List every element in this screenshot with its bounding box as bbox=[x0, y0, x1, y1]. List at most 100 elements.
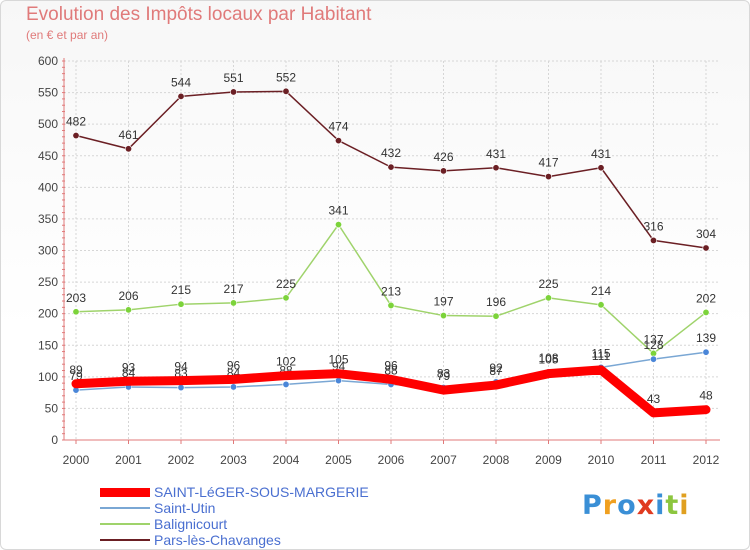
legend-label: Balignicourt bbox=[154, 516, 228, 532]
x-tick-label: 2009 bbox=[535, 453, 562, 467]
data-label: 92 bbox=[489, 361, 503, 375]
data-label: 203 bbox=[66, 291, 86, 305]
data-label: 96 bbox=[227, 358, 241, 372]
data-point bbox=[439, 312, 447, 320]
data-point bbox=[72, 308, 80, 316]
logo-letter: r bbox=[602, 490, 618, 521]
data-label: 115 bbox=[591, 346, 610, 360]
data-point bbox=[282, 380, 290, 388]
x-tick-label: 2007 bbox=[430, 453, 457, 467]
x-tick-label: 2012 bbox=[693, 453, 720, 467]
y-tick-label: 450 bbox=[38, 149, 58, 163]
data-point bbox=[124, 377, 133, 386]
data-point bbox=[597, 164, 605, 172]
data-point bbox=[72, 379, 80, 388]
data-point bbox=[229, 375, 238, 384]
data-label: 94 bbox=[174, 360, 188, 374]
x-tick-label: 2010 bbox=[588, 453, 615, 467]
data-label: 215 bbox=[171, 283, 191, 297]
data-point bbox=[492, 312, 500, 320]
data-label: 111 bbox=[592, 349, 611, 363]
x-tick-label: 2000 bbox=[63, 453, 90, 467]
data-point bbox=[282, 294, 290, 302]
legend-item: Saint-Utin bbox=[100, 500, 369, 516]
y-tick-label: 150 bbox=[38, 338, 58, 352]
legend-item: Balignicourt bbox=[100, 516, 369, 532]
data-label: 206 bbox=[118, 289, 138, 303]
data-label: 89 bbox=[69, 363, 83, 377]
data-point bbox=[702, 348, 710, 356]
data-point bbox=[544, 294, 552, 302]
data-label: 87 bbox=[489, 364, 503, 378]
data-label: 482 bbox=[66, 115, 86, 129]
data-point bbox=[230, 383, 238, 391]
x-tick-label: 2005 bbox=[325, 453, 352, 467]
y-tick-label: 550 bbox=[38, 86, 58, 100]
x-tick-label: 2001 bbox=[115, 453, 142, 467]
data-point bbox=[387, 375, 395, 384]
legend-swatch bbox=[100, 487, 150, 497]
data-label: 102 bbox=[276, 355, 296, 369]
x-tick-label: 2003 bbox=[220, 453, 247, 467]
data-label: 84 bbox=[122, 366, 136, 380]
data-point bbox=[597, 301, 605, 309]
data-point bbox=[282, 87, 290, 95]
data-label: 551 bbox=[223, 71, 243, 85]
legend-swatch bbox=[100, 507, 150, 509]
data-label: 213 bbox=[381, 284, 401, 298]
x-tick-label: 2002 bbox=[168, 453, 195, 467]
data-label: 461 bbox=[118, 128, 138, 142]
y-tick-label: 400 bbox=[38, 180, 58, 194]
data-point bbox=[439, 167, 447, 175]
data-point bbox=[702, 405, 710, 414]
data-label: 202 bbox=[696, 291, 716, 305]
data-label: 137 bbox=[643, 332, 663, 346]
data-point bbox=[230, 299, 238, 307]
data-point bbox=[72, 132, 80, 140]
legend-label: Saint-Utin bbox=[154, 500, 216, 516]
data-point bbox=[649, 236, 657, 244]
data-point bbox=[334, 369, 343, 378]
data-label: 552 bbox=[276, 70, 296, 84]
data-label: 341 bbox=[328, 204, 348, 218]
y-tick-label: 250 bbox=[38, 275, 58, 289]
y-tick-label: 350 bbox=[38, 212, 58, 226]
data-label: 426 bbox=[433, 150, 453, 164]
data-label: 431 bbox=[486, 147, 506, 161]
data-point bbox=[649, 408, 658, 417]
data-point bbox=[177, 300, 185, 308]
data-label: 432 bbox=[381, 146, 401, 160]
data-point bbox=[492, 381, 500, 390]
data-label: 316 bbox=[643, 219, 663, 233]
data-point bbox=[649, 355, 657, 363]
logo-letter: i bbox=[679, 490, 690, 521]
x-tick-label: 2008 bbox=[483, 453, 510, 467]
legend-label: Pars-lès-Chavanges bbox=[154, 532, 281, 548]
data-label: 79 bbox=[437, 369, 451, 383]
data-label: 93 bbox=[122, 360, 136, 374]
data-point bbox=[334, 137, 342, 145]
data-label: 197 bbox=[433, 295, 453, 309]
data-label: 83 bbox=[437, 367, 451, 381]
data-point bbox=[702, 308, 710, 316]
legend-item: SAINT-LéGER-SOUS-MARGERIE bbox=[100, 484, 369, 500]
data-point bbox=[387, 301, 395, 309]
data-point bbox=[492, 164, 500, 172]
data-point bbox=[282, 371, 290, 380]
data-point bbox=[177, 384, 185, 392]
proxiti-logo: Proxiti bbox=[582, 490, 690, 521]
data-point bbox=[702, 244, 710, 252]
data-label: 139 bbox=[696, 331, 716, 345]
data-point bbox=[439, 386, 448, 395]
data-label: 217 bbox=[223, 282, 243, 296]
y-tick-label: 50 bbox=[45, 401, 59, 415]
y-tick-label: 500 bbox=[38, 117, 58, 131]
data-point bbox=[230, 88, 238, 96]
legend-swatch bbox=[100, 539, 150, 541]
legend: SAINT-LéGER-SOUS-MARGERIE Saint-Utin Bal… bbox=[100, 484, 369, 548]
legend-item: Pars-lès-Chavanges bbox=[100, 532, 369, 548]
y-tick-label: 600 bbox=[38, 54, 58, 68]
data-point bbox=[544, 173, 552, 181]
data-label: 225 bbox=[538, 277, 558, 291]
logo-letter: P bbox=[582, 490, 603, 521]
